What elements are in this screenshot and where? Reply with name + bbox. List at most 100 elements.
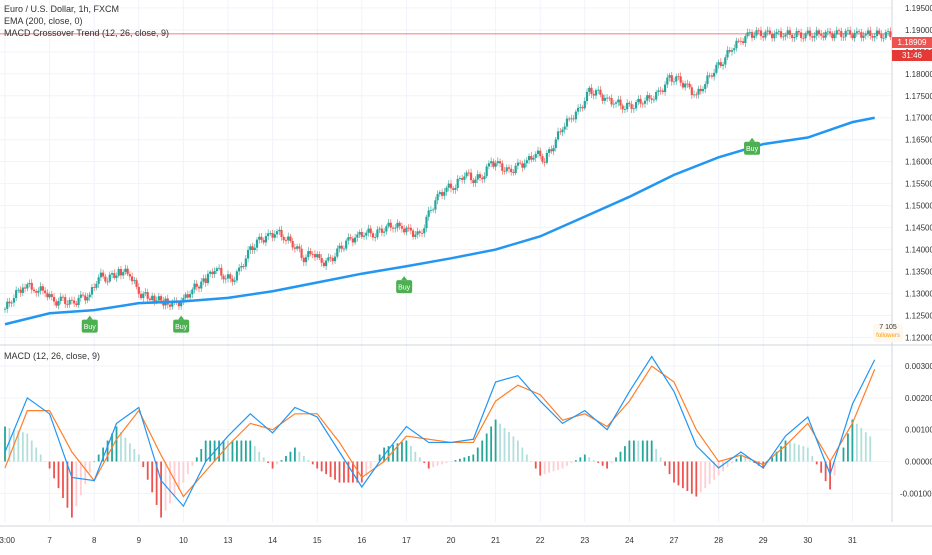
buy-marker	[81, 319, 98, 333]
candle-body	[523, 163, 526, 168]
macd-histogram-bar	[780, 446, 782, 462]
candle-body	[119, 268, 123, 276]
macd-histogram-bar	[668, 461, 671, 475]
candle-body	[142, 293, 145, 299]
macd-histogram-bar	[374, 461, 377, 463]
macd-histogram-bar	[459, 458, 461, 462]
candle-body	[322, 262, 325, 267]
indicator-legend[interactable]: MACD Crossover Trend (12, 26, close, 9)	[4, 28, 170, 38]
macd-histogram-bar	[276, 461, 278, 465]
buy-marker-label: Buy	[84, 324, 97, 331]
macd-histogram-bar	[592, 460, 595, 462]
candle-body	[884, 32, 887, 38]
candle-body	[209, 271, 212, 274]
candle-body	[820, 33, 823, 36]
candle-body	[873, 36, 876, 38]
candle-body	[478, 174, 482, 178]
candle-body	[342, 248, 346, 250]
candle-body	[200, 281, 203, 289]
macd-histogram-bar	[369, 461, 372, 469]
candle-body	[215, 268, 218, 272]
candle-body	[652, 99, 656, 101]
candle-body	[501, 163, 504, 171]
candle-body	[565, 118, 569, 127]
candle-body	[409, 227, 412, 231]
macd-histogram-bar	[4, 426, 6, 462]
candle-body	[791, 34, 794, 39]
candle-body	[75, 303, 78, 305]
candle-body	[55, 301, 58, 306]
macd-histogram-bar	[463, 457, 466, 462]
macd-legend[interactable]: MACD (12, 26, close, 9)	[4, 351, 101, 361]
candle-body	[391, 227, 395, 229]
candle-body	[744, 36, 747, 44]
candle-body	[327, 257, 330, 261]
x-tick-label: 20	[447, 536, 456, 545]
candle-body	[688, 83, 691, 88]
candle-body	[503, 170, 506, 172]
macd-histogram-bar	[673, 461, 675, 483]
macd-histogram-bar	[820, 461, 823, 473]
candle-body	[249, 246, 252, 251]
followers-tag: followers	[876, 333, 900, 339]
macd-histogram-bar	[588, 457, 591, 462]
candle-body	[425, 216, 428, 229]
candle-body	[670, 75, 673, 82]
candle-body	[550, 149, 553, 152]
buy-marker-label: Buy	[175, 324, 188, 331]
macd-histogram-bar	[441, 461, 443, 465]
macd-tick-label: -0.00100	[900, 489, 932, 498]
candle-body	[438, 192, 441, 195]
candle-body	[862, 35, 865, 38]
candle-body	[679, 76, 682, 83]
macd-histogram-bar	[244, 440, 247, 462]
buy-marker-arrow	[86, 315, 93, 320]
candle-body	[115, 275, 118, 278]
macd-tick-label: 0.00300	[905, 362, 932, 371]
candle-body	[240, 266, 243, 268]
macd-histogram-bar	[646, 440, 649, 462]
y-tick-label: 1.16500	[905, 136, 932, 145]
macd-histogram-bar	[53, 461, 55, 479]
y-tick-label: 1.17000	[905, 114, 932, 123]
candle-body	[614, 102, 618, 104]
macd-histogram-bar	[423, 461, 426, 463]
candle-body	[233, 280, 236, 282]
candle-body	[746, 32, 749, 37]
macd-histogram-bar	[155, 461, 158, 505]
candle-body	[168, 304, 172, 307]
candle-body	[32, 289, 36, 292]
candle-body	[126, 268, 129, 275]
macd-histogram-bar	[784, 440, 787, 462]
macd-histogram-bar	[530, 461, 533, 463]
symbol-legend[interactable]: Euro / U.S. Dollar, 1h, FXCM	[4, 4, 120, 14]
candle-body	[367, 228, 370, 233]
candle-body	[318, 254, 321, 259]
followers-badge[interactable]: 7 105 followers	[873, 324, 903, 342]
candle-body	[617, 99, 620, 103]
candle-body	[356, 234, 359, 238]
macd-histogram-bar	[802, 446, 805, 462]
countdown-label: 31:46	[892, 50, 932, 61]
candle-body	[68, 299, 71, 305]
candle-body	[824, 31, 827, 38]
macd-histogram-bar	[713, 461, 716, 480]
candle-body	[494, 163, 497, 167]
candle-body	[782, 36, 785, 38]
macd-histogram-bar	[298, 451, 301, 462]
macd-histogram-bar	[601, 461, 604, 466]
candle-body	[866, 30, 870, 34]
macd-histogram-bar	[811, 455, 814, 462]
candle-body	[864, 33, 867, 36]
candle-body	[802, 37, 805, 39]
macd-histogram-bar	[503, 427, 506, 462]
macd-histogram-bar	[227, 440, 229, 462]
candle-body	[759, 30, 763, 37]
candle-body	[242, 266, 245, 267]
candle-body	[8, 301, 11, 304]
ema-legend[interactable]: EMA (200, close, 0)	[4, 16, 83, 26]
candle-body	[659, 90, 662, 92]
candle-body	[380, 228, 383, 233]
